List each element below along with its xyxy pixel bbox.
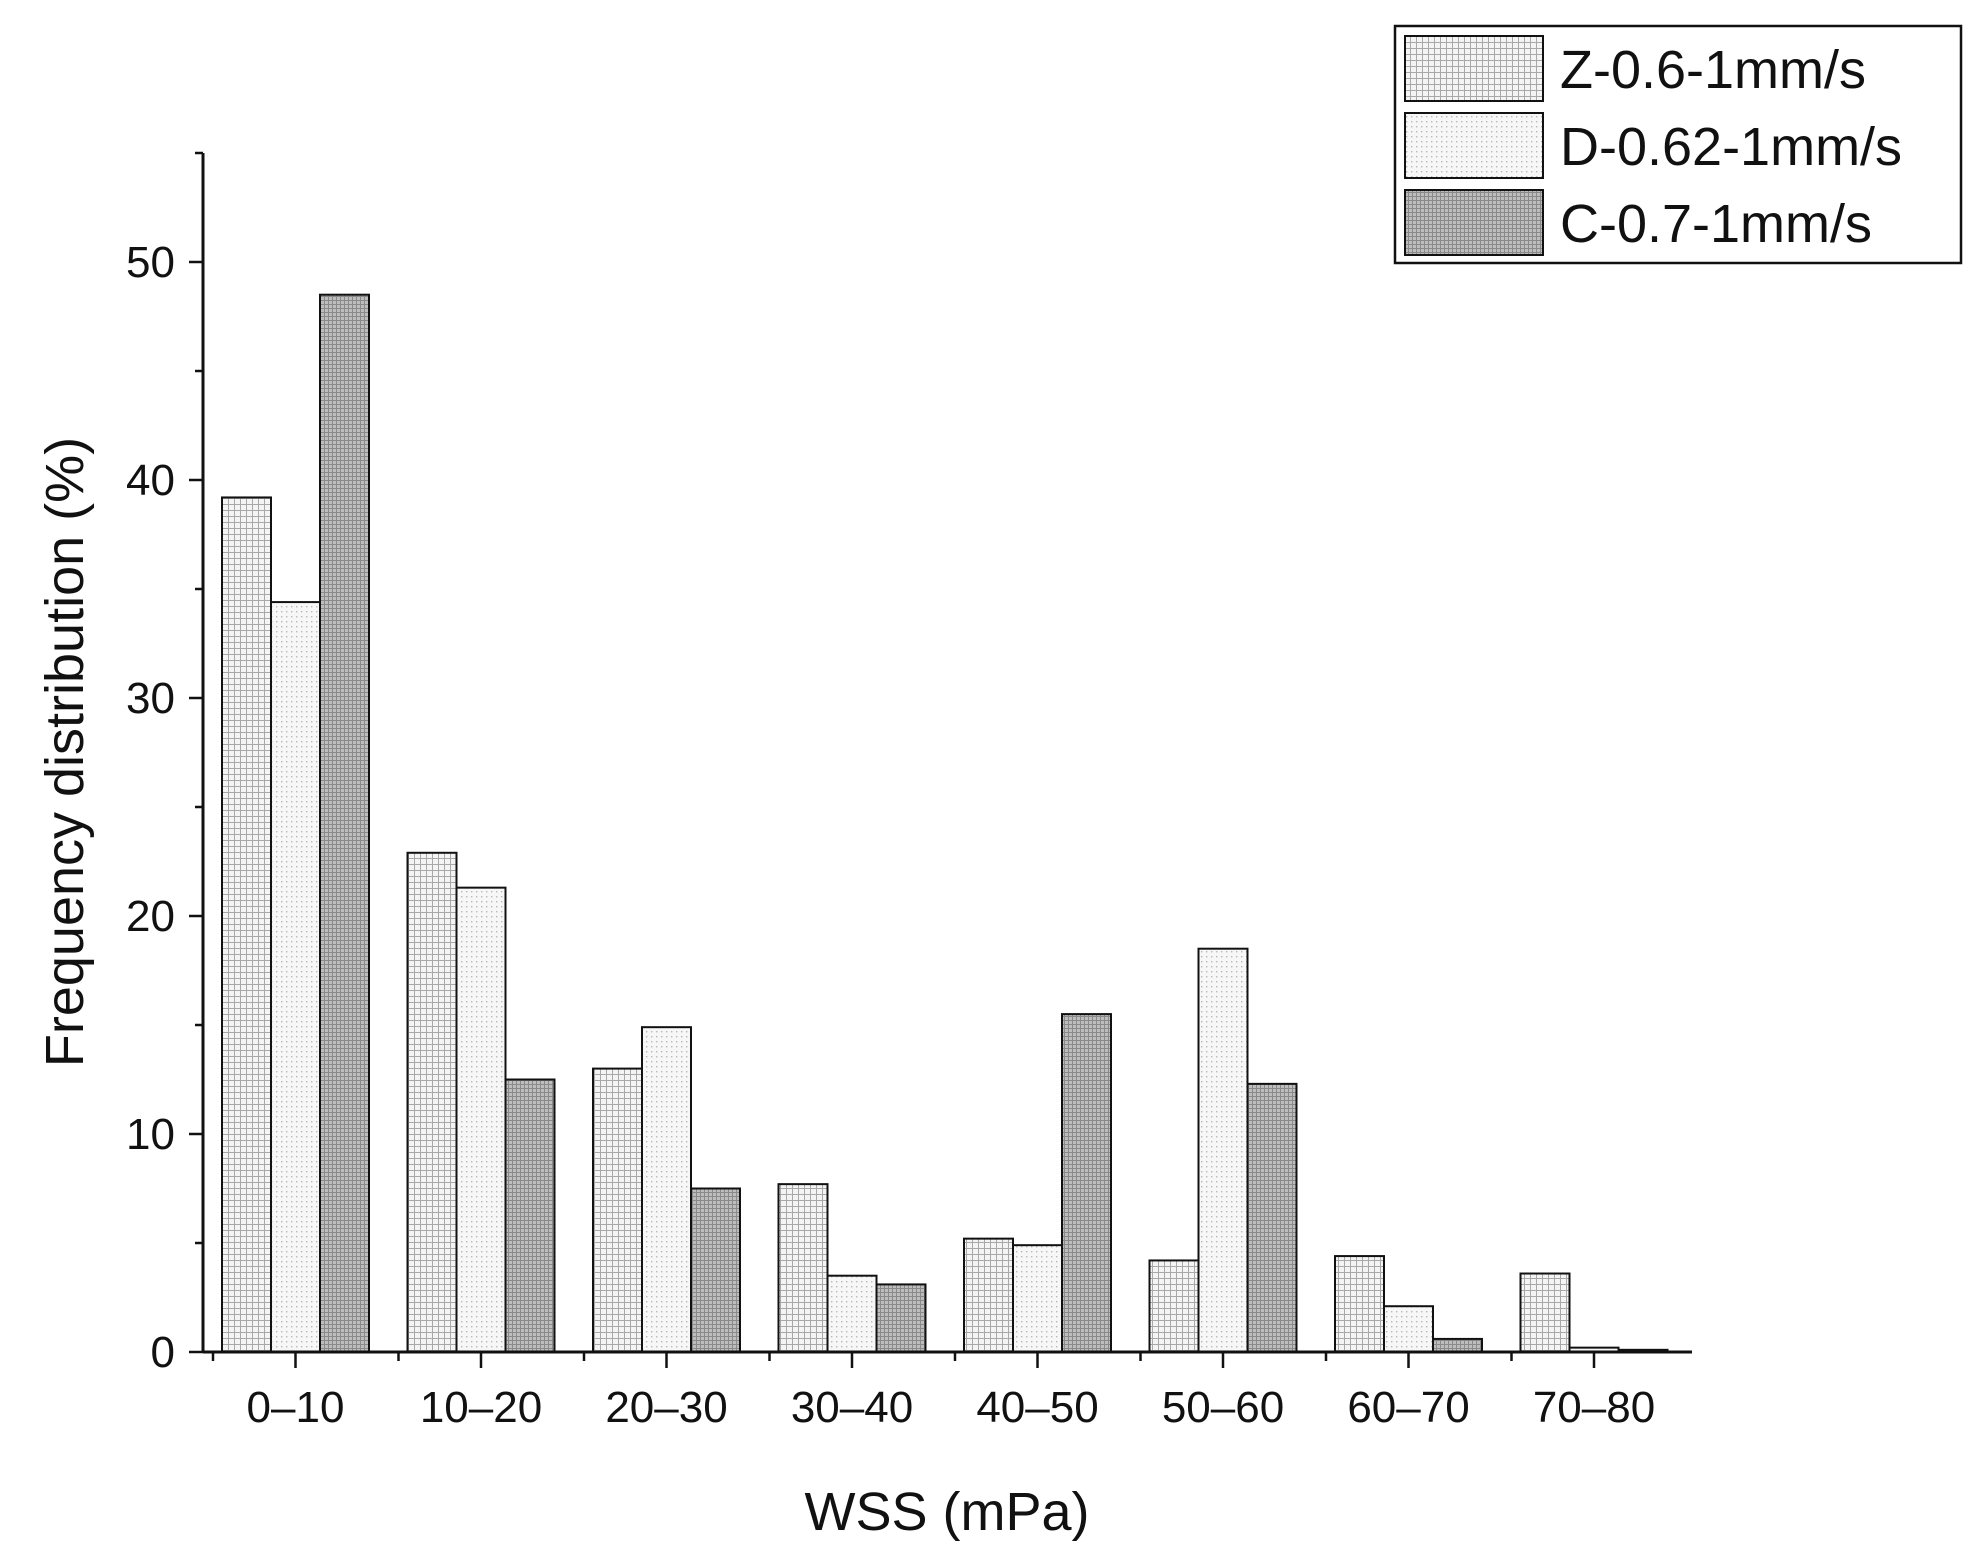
bar-z-0-6-1mm-s-30-40 [777,1183,829,1354]
legend-label-z-0-6-1mm-s: Z-0.6-1mm/s [1560,40,1866,100]
legend-label-d-0-62-1mm-s: D-0.62-1mm/s [1560,117,1902,177]
bar-c-0-7-1mm-s-50-60 [1246,1082,1298,1353]
legend-swatch-d-0-62-1mm-s [1404,112,1544,179]
bar-d-0-62-1mm-s-50-60 [1197,947,1249,1353]
bar-d-0-62-1mm-s-30-40 [826,1274,878,1353]
bar-c-0-7-1mm-s-20-30 [690,1187,741,1353]
x-tick-label: 50–60 [1162,1383,1284,1432]
x-tick-label: 70–80 [1533,1383,1655,1432]
bar-d-0-62-1mm-s-20-30 [641,1026,692,1354]
bar-z-0-6-1mm-s-60-70 [1334,1255,1385,1353]
bar-z-0-6-1mm-s-50-60 [1148,1259,1200,1353]
bar-z-0-6-1mm-s-20-30 [592,1067,643,1353]
bar-d-0-62-1mm-s-40-50 [1012,1244,1063,1354]
legend: Z-0.6-1mm/s D-0.62-1mm/s C-0.7-1mm/s [1393,24,1963,265]
bar-c-0-7-1mm-s-0-10 [319,293,370,1354]
bar-z-0-6-1mm-s-70-80 [1519,1272,1571,1354]
bar-d-0-62-1mm-s-0-10 [270,601,321,1353]
bar-d-0-62-1mm-s-10-20 [455,886,507,1353]
y-tick-label: 20 [126,892,175,941]
bar-z-0-6-1mm-s-10-20 [406,851,458,1354]
x-tick-label: 20–30 [605,1383,727,1432]
legend-swatch-z-0-6-1mm-s [1404,35,1544,102]
y-tick-label: 0 [151,1328,175,1377]
bar-d-0-62-1mm-s-60-70 [1383,1305,1434,1353]
bar-c-0-7-1mm-s-10-20 [504,1078,556,1353]
x-tick-label: 10–20 [420,1383,542,1432]
x-axis-title: WSS (mPa) [804,1482,1089,1542]
bar-c-0-7-1mm-s-30-40 [875,1283,927,1354]
bar-z-0-6-1mm-s-0-10 [221,496,272,1353]
x-tick-label: 40–50 [976,1383,1098,1432]
y-tick-label: 30 [126,674,175,723]
y-tick-label: 40 [126,456,175,505]
x-tick-label: 0–10 [247,1383,345,1432]
y-axis-title: Frequency distribution (%) [35,437,95,1067]
y-tick-label: 50 [126,238,175,287]
x-tick-label: 30–40 [791,1383,913,1432]
bar-c-0-7-1mm-s-60-70 [1432,1337,1483,1354]
bar-c-0-7-1mm-s-40-50 [1061,1013,1112,1353]
bar-series-group [221,293,1669,1354]
y-axis-ticks: 0 10 20 30 40 50 [126,151,203,1377]
legend-label-c-0-7-1mm-s: C-0.7-1mm/s [1560,194,1872,254]
x-tick-label: 60–70 [1347,1383,1469,1432]
bar-z-0-6-1mm-s-40-50 [963,1237,1014,1354]
x-axis-ticks: 0–10 10–20 20–30 30–40 40–50 50–60 60–70 70–80 [211,1352,1655,1432]
legend-swatch-c-0-7-1mm-s [1404,189,1544,256]
y-tick-label: 10 [126,1110,175,1159]
